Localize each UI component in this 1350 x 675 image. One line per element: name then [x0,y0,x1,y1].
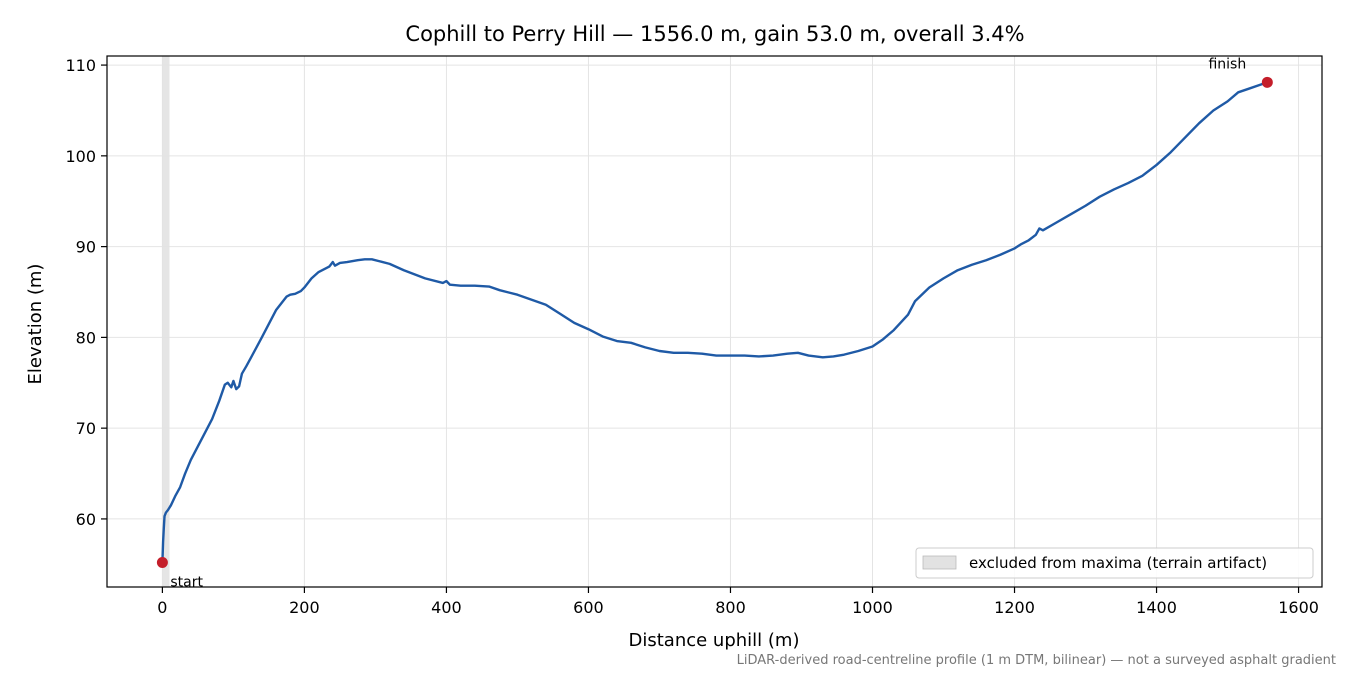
x-axis-label: Distance uphill (m) [629,630,800,651]
legend-swatch-excluded [922,555,957,570]
start-marker [156,556,168,568]
legend-label-excluded: excluded from maxima (terrain artifact) [969,554,1267,572]
y-tick-label-4: 100 [65,147,96,166]
y-tick-label-0: 60 [76,510,96,529]
x-tick-label-4: 800 [715,598,746,617]
x-tick-label-7: 1400 [1136,598,1177,617]
ticks: 0 200 400 600 800 1000 1200 1400 1600 60 70 80 90 100… [65,56,1318,617]
axes [106,55,1323,588]
x-tick-label-1: 200 [289,598,320,617]
y-axis-label: Elevation (m) [25,264,46,385]
finish-marker [1261,76,1273,88]
x-tick-label-0: 0 [157,598,167,617]
elevation-series-line-0 [161,81,1269,564]
y-tick-label-5: 110 [65,56,96,75]
x-tick-label-8: 1600 [1278,598,1319,617]
x-tick-label-6: 1200 [994,598,1035,617]
legend-frame [915,547,1314,579]
plot-frame [106,55,1323,588]
finish-label: finish [1208,56,1246,72]
excluded-region [162,56,170,587]
x-tick-label-2: 400 [431,598,462,617]
y-tick-label-2: 80 [76,328,96,347]
x-tick-label-3: 600 [573,598,604,617]
footnote: LiDAR-derived road-centreline profile (1… [737,653,1336,668]
y-tick-label-1: 70 [76,419,96,438]
x-tick-label-5: 1000 [852,598,893,617]
chart-title: Cophill to Perry Hill — 1556.0 m, gain 5… [405,22,1024,46]
y-tick-label-3: 90 [76,238,96,257]
excluded-region-band [162,56,170,587]
legend: excluded from maxima (terrain artifact) [915,547,1314,579]
series-layer [161,81,1269,564]
markers-layer: start finish [156,56,1273,590]
grid [107,56,1322,587]
start-label: start [170,574,203,590]
